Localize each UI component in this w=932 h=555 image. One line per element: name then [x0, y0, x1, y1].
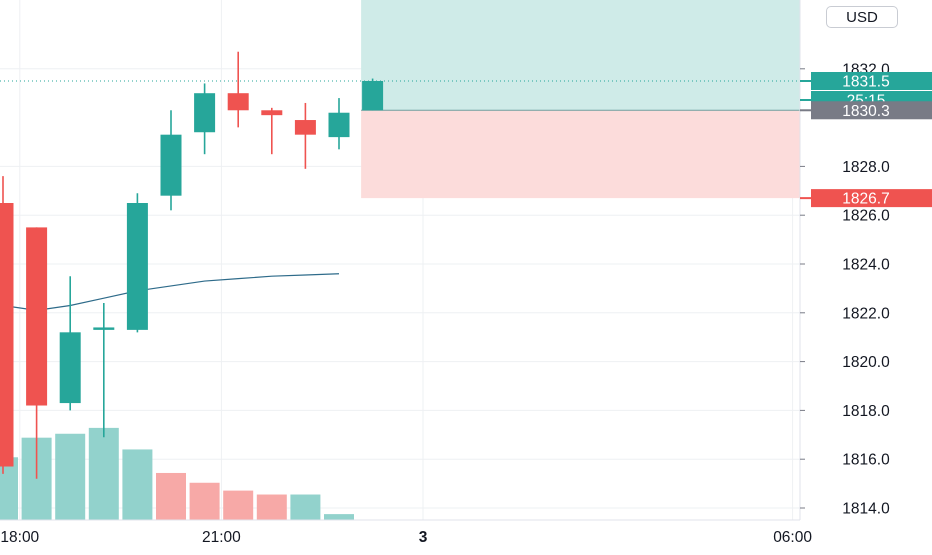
- price-tick-label: 1826.0: [842, 208, 890, 225]
- volume-bar: [223, 490, 254, 520]
- candle-body[interactable]: [93, 327, 115, 330]
- candle[interactable]: [0, 176, 14, 474]
- volume-bar: [156, 472, 186, 520]
- profit-zone[interactable]: [361, 0, 800, 111]
- moving-average-line: [2, 273, 340, 311]
- stop-price-label: 1826.7: [800, 189, 932, 208]
- last-price-label: 1831.5: [800, 72, 932, 91]
- candle[interactable]: [328, 98, 350, 150]
- price-tick-label: 1814.0: [842, 501, 890, 518]
- volume-bar: [122, 449, 153, 520]
- position-tool[interactable]: [361, 0, 800, 199]
- candle-body[interactable]: [227, 93, 249, 111]
- candle-body[interactable]: [126, 203, 148, 330]
- price-tick-label: 1816.0: [842, 452, 890, 469]
- entry-price-label-text: 1830.3: [842, 103, 889, 120]
- stop-price-label-bg: [811, 189, 932, 208]
- price-axis[interactable]: 1814.0 1816.0 1818.0 1820.0 1822.0 1824.0 1826…: [0, 0, 890, 521]
- candle-body[interactable]: [362, 81, 384, 111]
- candle[interactable]: [294, 102, 316, 169]
- candle-body[interactable]: [194, 93, 216, 133]
- candle[interactable]: [26, 227, 48, 479]
- volume-bar: [55, 433, 86, 520]
- price-tick-label: 1824.0: [842, 257, 890, 274]
- candle[interactable]: [160, 110, 182, 211]
- loss-zone[interactable]: [361, 110, 800, 199]
- candle[interactable]: [227, 51, 249, 128]
- candle-body[interactable]: [0, 203, 14, 467]
- volume-bar: [0, 457, 18, 520]
- candle-body[interactable]: [59, 332, 81, 404]
- volume-bars: [0, 427, 354, 520]
- time-tick-label: 21:00: [202, 529, 241, 546]
- candle[interactable]: [194, 83, 216, 155]
- candle-body[interactable]: [160, 134, 182, 196]
- stop-price-label-text: 1826.7: [842, 191, 889, 208]
- volume-bar: [324, 514, 354, 520]
- time-tick-label: 18:00: [0, 529, 39, 546]
- volume-bar: [88, 427, 119, 520]
- last-price-label-text: 1831.5: [842, 74, 889, 91]
- time-axis[interactable]: 18:00 21:00 3 06:00: [0, 529, 812, 546]
- volume-bar: [256, 494, 287, 520]
- currency-button[interactable]: USD: [826, 6, 898, 28]
- candle-body[interactable]: [294, 120, 316, 135]
- price-tick-label: 1822.0: [842, 305, 890, 322]
- last-price-label-bg: [811, 72, 932, 90]
- candle-body[interactable]: [328, 112, 350, 138]
- time-tick-label: 06:00: [773, 529, 812, 546]
- moving-average: [2, 273, 340, 311]
- candle[interactable]: [126, 193, 148, 333]
- candle[interactable]: [59, 276, 81, 411]
- price-tick-label: 1828.0: [842, 159, 890, 176]
- entry-price-label-bg: [811, 101, 932, 120]
- candle-body[interactable]: [261, 110, 283, 116]
- price-tick-label: 1820.0: [842, 354, 890, 371]
- candle[interactable]: [261, 107, 283, 155]
- price-tick-label: 1818.0: [842, 403, 890, 420]
- candles[interactable]: [0, 51, 384, 479]
- time-tick-label: 3: [419, 529, 428, 546]
- volume-bar: [290, 494, 321, 520]
- candle-body[interactable]: [26, 227, 48, 406]
- entry-price-label: 1830.3: [800, 101, 932, 120]
- candle[interactable]: [93, 303, 115, 438]
- candle[interactable]: [362, 78, 384, 111]
- volume-bar: [189, 482, 220, 520]
